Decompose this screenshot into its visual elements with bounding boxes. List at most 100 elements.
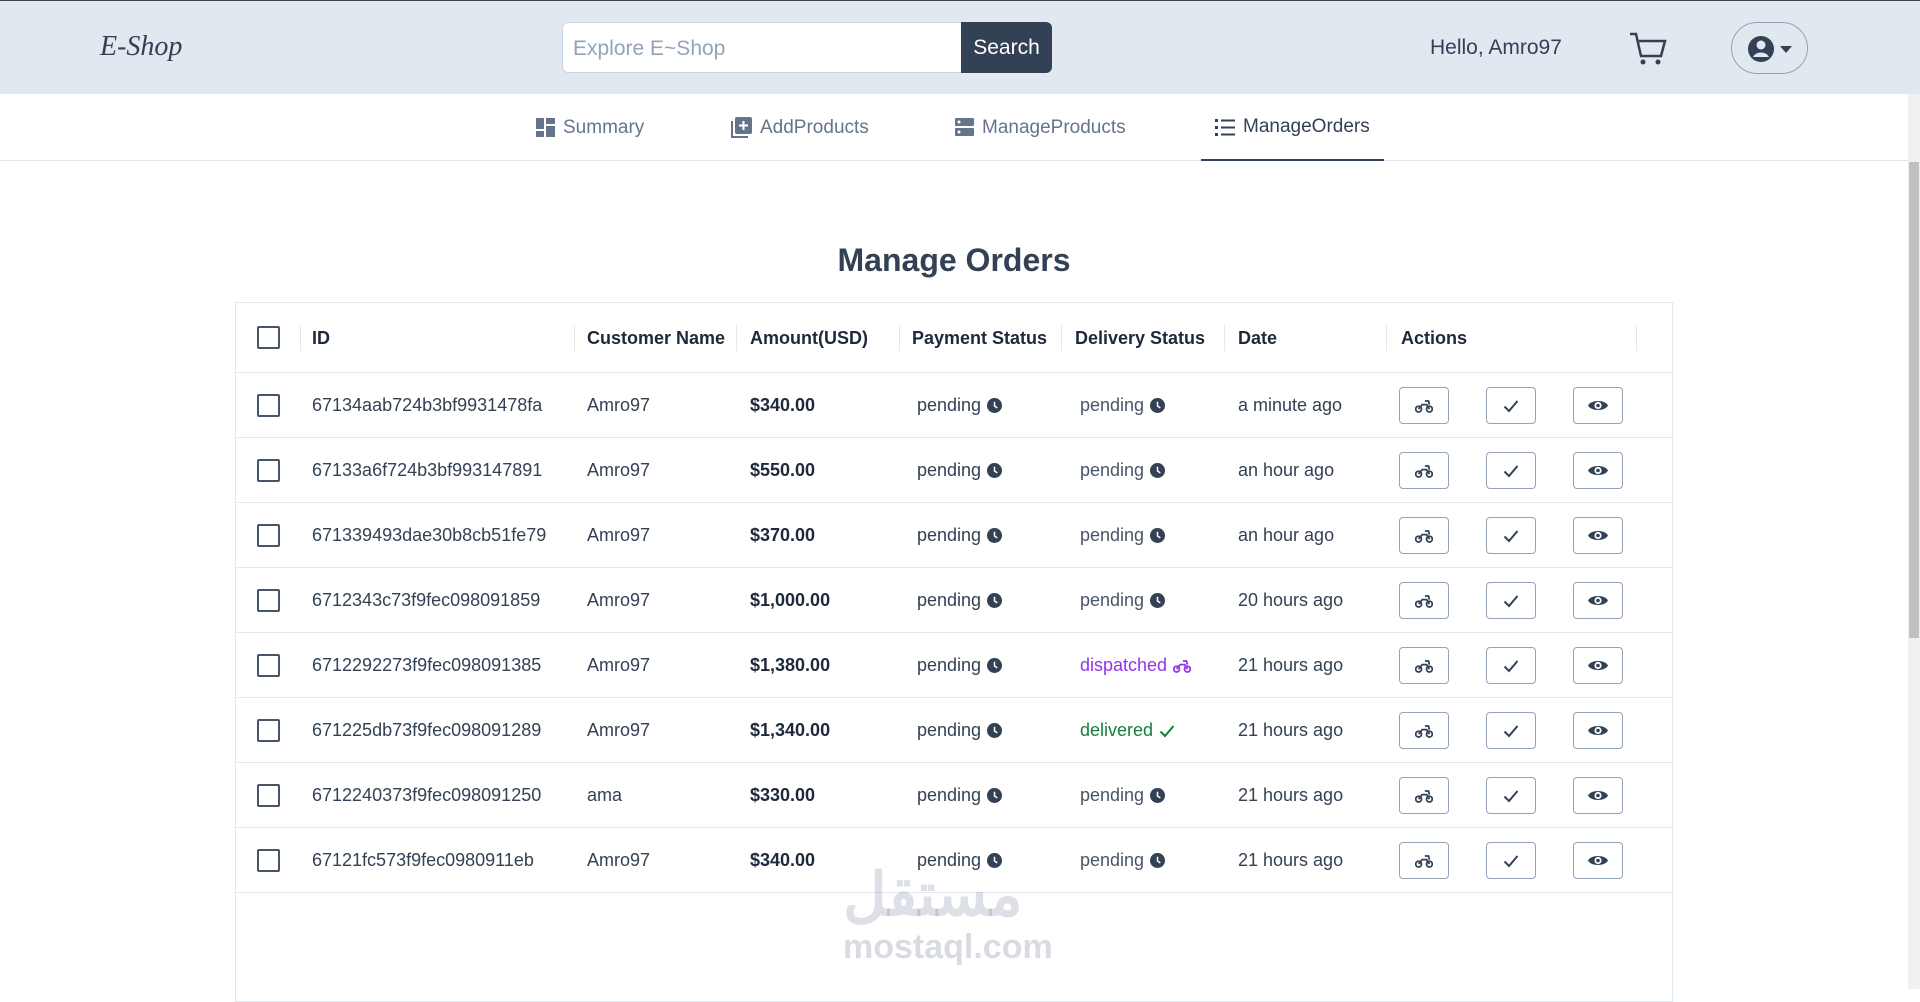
view-button[interactable] (1573, 517, 1623, 554)
deliver-button[interactable] (1486, 387, 1536, 424)
row-checkbox[interactable] (257, 719, 280, 742)
deliver-button[interactable] (1486, 517, 1536, 554)
search-button[interactable]: Search (961, 22, 1052, 73)
customer-name: Amro97 (587, 460, 651, 480)
row-checkbox[interactable] (257, 459, 280, 482)
amount: $340.00 (750, 850, 816, 870)
order-row: 67121fc573f9fec0980911eb Amro97 $340.00 pen… (236, 828, 1672, 893)
button-icon (1415, 528, 1433, 543)
view-button[interactable] (1573, 842, 1623, 879)
payment-status: pending (917, 633, 1003, 698)
order-row: 6712240373f9fec098091250 ama $330.00 pendin… (236, 763, 1672, 828)
user-menu[interactable] (1731, 22, 1808, 74)
status-text: pending (917, 525, 982, 545)
deliver-button[interactable] (1486, 582, 1536, 619)
nav-tab[interactable]: Summary (536, 94, 644, 161)
button-icon (1503, 399, 1519, 413)
tab-icon (1215, 118, 1235, 136)
view-button[interactable] (1573, 582, 1623, 619)
deliver-button[interactable] (1486, 777, 1536, 814)
dispatch-button[interactable] (1399, 582, 1449, 619)
row-checkbox[interactable] (257, 849, 280, 872)
delivery-status: pending (1080, 828, 1166, 893)
status-text: pending (1080, 525, 1145, 545)
deliver-button[interactable] (1486, 712, 1536, 749)
dispatch-button[interactable] (1399, 452, 1449, 489)
status-text: pending (917, 460, 982, 480)
tab-icon (536, 118, 555, 137)
amount: $340.00 (750, 395, 816, 415)
button-icon (1503, 789, 1519, 803)
view-button[interactable] (1573, 777, 1623, 814)
view-button[interactable] (1573, 712, 1623, 749)
dispatch-button[interactable] (1399, 777, 1449, 814)
cart-icon[interactable] (1628, 29, 1668, 69)
status-icon (1150, 528, 1166, 543)
deliver-button[interactable] (1486, 452, 1536, 489)
order-date: a minute ago (1238, 395, 1343, 415)
header: E-Shop Explore E~Shop Search Hello, Amro… (0, 0, 1920, 94)
status-text: pending (1080, 590, 1145, 610)
scrollbar-thumb[interactable] (1909, 162, 1919, 638)
nav-tab[interactable]: ManageOrders (1201, 94, 1384, 161)
tab-icon (731, 117, 752, 138)
customer-name: Amro97 (587, 655, 651, 675)
customer-name: Amro97 (587, 850, 651, 870)
status-icon (1159, 724, 1175, 738)
view-button[interactable] (1573, 647, 1623, 684)
amount: $330.00 (750, 785, 816, 805)
button-icon (1587, 788, 1609, 803)
tab-label: Summary (563, 116, 645, 138)
delivery-status: dispatched (1080, 633, 1192, 698)
search-input[interactable]: Explore E~Shop (562, 22, 962, 73)
row-checkbox[interactable] (257, 654, 280, 677)
status-text: pending (917, 850, 982, 870)
column-header: ID (312, 327, 330, 348)
button-icon (1415, 788, 1433, 803)
amount: $1,000.00 (750, 590, 831, 610)
row-checkbox[interactable] (257, 589, 280, 612)
status-text: pending (1080, 395, 1145, 415)
delivery-status: pending (1080, 438, 1166, 503)
button-icon (1415, 723, 1433, 738)
logo[interactable]: E-Shop (100, 31, 183, 62)
dispatch-button[interactable] (1399, 517, 1449, 554)
customer-name: Amro97 (587, 720, 651, 740)
order-row: 6712292273f9fec098091385 Amro97 $1,380.00 p… (236, 633, 1672, 698)
dispatch-button[interactable] (1399, 647, 1449, 684)
orders-table: ID Customer Name Amount(USD) Payment Status… (235, 302, 1673, 1002)
button-icon (1415, 853, 1433, 868)
payment-status: pending (917, 373, 1003, 438)
button-icon (1415, 398, 1433, 413)
row-checkbox[interactable] (257, 394, 280, 417)
button-icon (1587, 463, 1609, 478)
view-button[interactable] (1573, 387, 1623, 424)
view-button[interactable] (1573, 452, 1623, 489)
dispatch-button[interactable] (1399, 712, 1449, 749)
nav-tab[interactable]: AddProducts (731, 94, 869, 161)
button-icon (1503, 594, 1519, 608)
dispatch-button[interactable] (1399, 387, 1449, 424)
button-icon (1503, 529, 1519, 543)
column-divider (1636, 325, 1637, 351)
select-all-checkbox[interactable] (257, 326, 280, 349)
status-text: pending (917, 655, 982, 675)
dispatch-button[interactable] (1399, 842, 1449, 879)
deliver-button[interactable] (1486, 842, 1536, 879)
row-checkbox[interactable] (257, 524, 280, 547)
nav-tab[interactable]: ManageProducts (955, 94, 1126, 161)
order-row: 67134aab724b3bf9931478fa Amro97 $340.00 pen… (236, 373, 1672, 438)
amount: $550.00 (750, 460, 816, 480)
status-icon (987, 593, 1003, 608)
deliver-button[interactable] (1486, 647, 1536, 684)
status-text: pending (917, 395, 982, 415)
delivery-status: pending (1080, 568, 1166, 633)
row-checkbox[interactable] (257, 784, 280, 807)
status-text: pending (917, 785, 982, 805)
status-text: delivered (1080, 720, 1154, 740)
payment-status: pending (917, 568, 1003, 633)
status-icon (1173, 658, 1192, 673)
payment-status: pending (917, 438, 1003, 503)
column-divider (736, 325, 737, 351)
customer-name: Amro97 (587, 590, 651, 610)
